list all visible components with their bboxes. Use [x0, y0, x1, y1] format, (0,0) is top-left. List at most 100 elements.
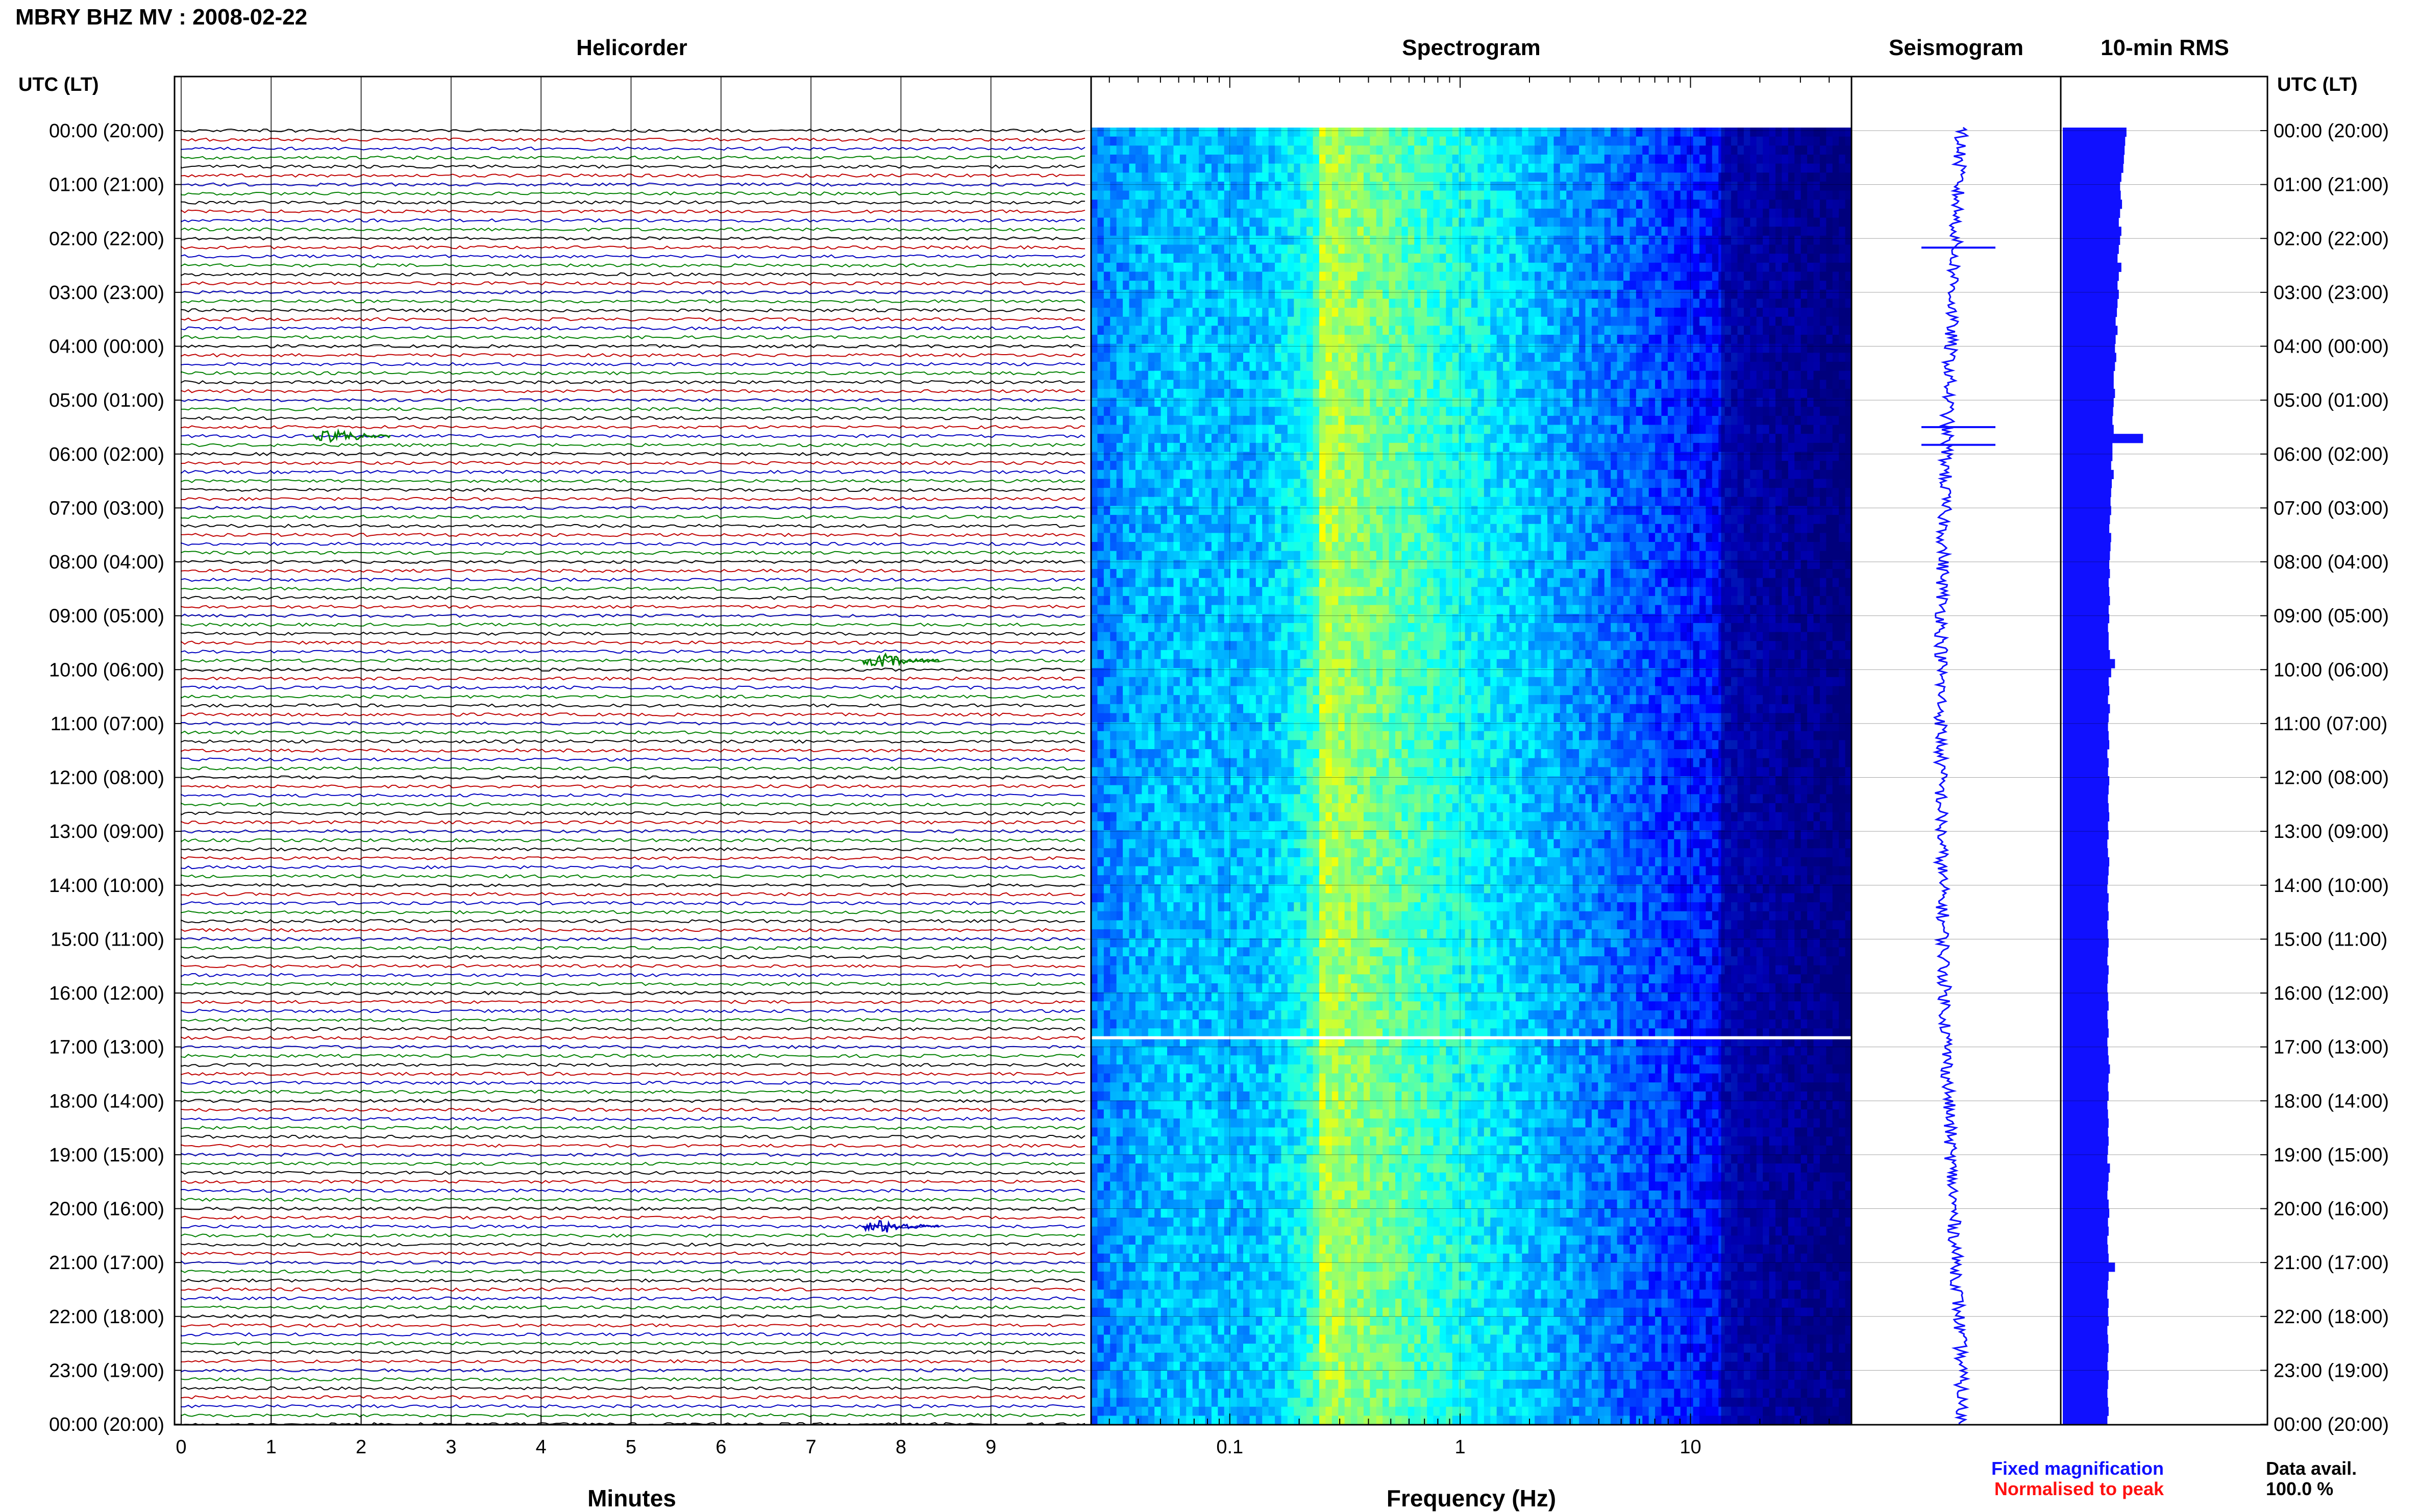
spectrogram-cell — [1459, 217, 1466, 227]
spectrogram-cell — [1414, 398, 1421, 407]
spectrogram-cell — [1439, 353, 1446, 362]
spectrogram-cell — [1439, 398, 1446, 407]
spectrogram-cell — [1680, 361, 1687, 371]
spectrogram-cell — [1097, 361, 1104, 371]
spectrogram-cell — [1199, 289, 1206, 299]
spectrogram-cell — [1541, 461, 1548, 470]
spectrogram-cell — [1287, 335, 1294, 344]
spectrogram-cell — [1699, 452, 1707, 461]
spectrogram-cell — [1294, 479, 1301, 488]
spectrogram-cell — [1129, 154, 1136, 164]
spectrogram-cell — [1268, 235, 1275, 245]
spectrogram-cell — [1173, 497, 1180, 507]
spectrogram-cell — [1560, 361, 1567, 371]
spectrogram-cell — [1199, 442, 1206, 453]
spectrogram-cell — [1433, 145, 1440, 155]
spectrogram-cell — [1585, 407, 1592, 416]
spectrogram-cell — [1484, 145, 1491, 155]
spectrogram-cell — [1490, 343, 1497, 353]
spectrogram-title: Spectrogram — [1402, 35, 1540, 60]
spectrogram-cell — [1585, 415, 1592, 426]
spectrogram-cell — [1224, 128, 1231, 137]
spectrogram-cell — [1401, 461, 1409, 470]
spectrogram-cell — [1636, 380, 1643, 389]
spectrogram-cell — [1097, 308, 1104, 317]
spectrogram-cell — [1484, 235, 1491, 245]
spectrogram-cell — [1490, 181, 1497, 191]
spectrogram-cell — [1503, 398, 1510, 407]
spectrogram-cell — [1319, 145, 1326, 155]
spectrogram-cell — [1186, 407, 1193, 416]
spectrogram-cell — [1465, 461, 1472, 470]
spectrogram-cell — [1642, 380, 1649, 389]
spectrogram-cell — [1357, 244, 1364, 254]
spectrogram-cell — [1325, 343, 1332, 353]
spectrogram-cell — [1687, 434, 1694, 443]
spectrogram-cell — [1414, 380, 1421, 389]
spectrogram-cell — [1389, 380, 1396, 389]
spectrogram-cell — [1471, 281, 1478, 290]
spectrogram-cell — [1300, 163, 1307, 173]
spectrogram-cell — [1331, 434, 1339, 443]
spectrogram-cell — [1496, 217, 1503, 227]
spectrogram-cell — [1249, 172, 1256, 182]
spectrogram-cell — [1306, 479, 1314, 488]
spectrogram-cell — [1186, 415, 1193, 426]
spectrogram-cell — [1490, 434, 1497, 443]
spectrogram-cell — [1427, 335, 1434, 344]
spectrogram-cell — [1331, 370, 1339, 380]
spectrogram-cell — [1541, 254, 1548, 263]
spectrogram-cell — [1496, 281, 1503, 290]
spectrogram-cell — [1452, 200, 1459, 209]
spectrogram-cell — [1344, 469, 1351, 480]
spectrogram-cell — [1344, 217, 1351, 227]
spectrogram-cell — [1091, 299, 1098, 308]
spectrogram-cell — [1706, 181, 1713, 191]
spectrogram-cell — [1135, 316, 1142, 326]
spectrogram-cell — [1420, 217, 1427, 227]
spectrogram-cell — [1218, 208, 1225, 218]
spectrogram-cell — [1211, 415, 1218, 426]
spectrogram-cell — [1446, 398, 1453, 407]
spectrogram-cell — [1427, 235, 1434, 245]
spectrogram-cell — [1262, 235, 1269, 245]
spectrogram-cell — [1313, 388, 1320, 399]
spectrogram-cell — [1522, 407, 1529, 416]
spectrogram-cell — [1706, 128, 1713, 137]
spectrogram-cell — [1541, 244, 1548, 254]
spectrogram-cell — [1484, 488, 1491, 498]
spectrogram-cell — [1230, 200, 1238, 209]
spectrogram-cell — [1243, 281, 1250, 290]
spectrogram-cell — [1604, 488, 1611, 498]
spectrogram-cell — [1243, 353, 1250, 362]
spectrogram-cell — [1383, 154, 1390, 164]
spectrogram-cell — [1611, 163, 1618, 173]
spectrogram-cell — [1509, 145, 1516, 155]
spectrogram-cell — [1389, 434, 1396, 443]
spectrogram-cell — [1712, 181, 1719, 191]
spectrogram-cell — [1237, 380, 1244, 389]
spectrogram-cell — [1325, 136, 1332, 146]
spectrogram-cell — [1528, 163, 1535, 173]
spectrogram-cell — [1097, 128, 1104, 137]
spectrogram-cell — [1116, 281, 1123, 290]
spectrogram-cell — [1693, 154, 1700, 164]
spectrogram-cell — [1674, 398, 1681, 407]
rms-title: 10-min RMS — [2101, 35, 2229, 60]
spectrogram-cell — [1179, 326, 1187, 335]
spectrogram-cell — [1300, 497, 1307, 507]
spectrogram-cell — [1433, 370, 1440, 380]
spectrogram-cell — [1325, 380, 1332, 389]
spectrogram-cell — [1376, 335, 1383, 344]
spectrogram-cell — [1401, 361, 1409, 371]
spectrogram-cell — [1218, 163, 1225, 173]
spectrogram-cell — [1401, 488, 1409, 498]
spectrogram-cell — [1097, 154, 1104, 164]
spectrogram-cell — [1427, 128, 1434, 137]
spectrogram-cell — [1218, 415, 1225, 426]
spectrogram-cell — [1275, 154, 1282, 164]
spectrogram-cell — [1338, 497, 1345, 507]
spectrogram-cell — [1395, 235, 1402, 245]
spectrogram-cell — [1287, 217, 1294, 227]
spectrogram-cell — [1091, 217, 1098, 227]
